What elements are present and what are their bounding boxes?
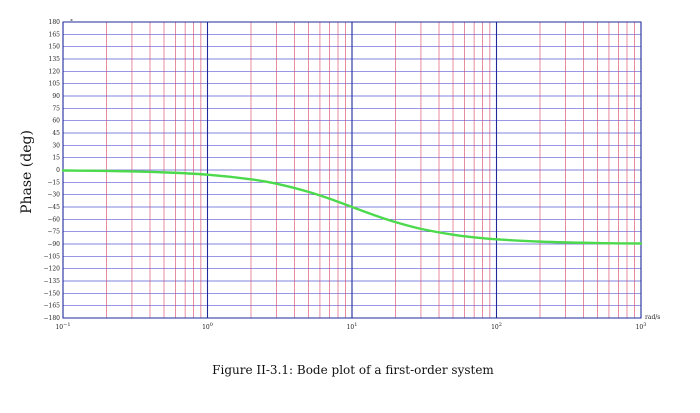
figure-caption: Figure II-3.1: Bode plot of a first-orde… — [212, 363, 494, 377]
y-tick-label: 30 — [52, 142, 60, 149]
x-tick-label: 100 — [202, 322, 213, 331]
y-tick-label: 60 — [52, 118, 60, 125]
y-tick-label: −30 — [47, 192, 60, 199]
x-tick-label: 103 — [636, 322, 647, 331]
y-tick-label: −90 — [47, 241, 60, 248]
x-tick-label: 10−1 — [55, 322, 70, 331]
y-tick-label: 135 — [49, 56, 61, 63]
y-tick-label: −105 — [44, 253, 61, 260]
y-tick-labels: 1801651501351201059075604530150−15−30−45… — [44, 19, 61, 322]
y-tick-label: −15 — [47, 179, 60, 186]
y-tick-label: −75 — [47, 229, 60, 236]
x-tick-label: 101 — [347, 322, 358, 331]
y-tick-label: 150 — [49, 44, 61, 51]
y-tick-label: 90 — [52, 93, 60, 100]
y-axis-label: Phase (deg) — [19, 130, 35, 214]
y-tick-label: 45 — [52, 130, 60, 137]
y-tick-label: −135 — [44, 278, 61, 285]
x-unit-label: rad/s — [645, 314, 660, 321]
y-tick-label: 165 — [49, 31, 61, 38]
y-tick-label: 75 — [52, 105, 60, 112]
y-tick-label: 0 — [56, 167, 60, 174]
y-tick-label: 180 — [49, 19, 61, 26]
series-layer — [61, 169, 643, 245]
y-tick-label: −120 — [44, 266, 61, 273]
y-tick-label: 120 — [49, 68, 61, 75]
phase-curve — [61, 169, 643, 245]
y-tick-label: −60 — [47, 216, 60, 223]
y-unit-label: ° — [70, 19, 73, 26]
grid — [62, 21, 642, 319]
x-tick-labels: 10−1 100 101 102 103 — [55, 322, 646, 331]
x-tick-label: 102 — [491, 322, 502, 331]
y-tick-label: −165 — [44, 303, 61, 310]
y-tick-label: 105 — [49, 81, 61, 88]
y-tick-label: 15 — [52, 155, 60, 162]
y-tick-label: −150 — [44, 290, 61, 297]
y-tick-label: −45 — [47, 204, 60, 211]
y-tick-label: −180 — [44, 315, 61, 322]
